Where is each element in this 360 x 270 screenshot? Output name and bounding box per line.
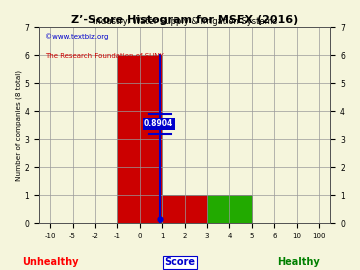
Text: Healthy: Healthy [278, 257, 320, 267]
Text: The Research Foundation of SUNY: The Research Foundation of SUNY [45, 53, 163, 59]
Bar [162, 195, 207, 223]
Text: 0.8904: 0.8904 [144, 119, 173, 128]
Title: Z’-Score Histogram for MSEX (2016): Z’-Score Histogram for MSEX (2016) [71, 15, 298, 25]
Bar [207, 195, 252, 223]
Bar [117, 55, 162, 223]
Text: Score: Score [165, 257, 195, 267]
Y-axis label: Number of companies (8 total): Number of companies (8 total) [15, 70, 22, 181]
Text: ©www.textbiz.org: ©www.textbiz.org [45, 33, 108, 40]
Text: Industry: Water Supply & Irrigation Systems: Industry: Water Supply & Irrigation Syst… [93, 17, 277, 26]
Text: Unhealthy: Unhealthy [22, 257, 78, 267]
